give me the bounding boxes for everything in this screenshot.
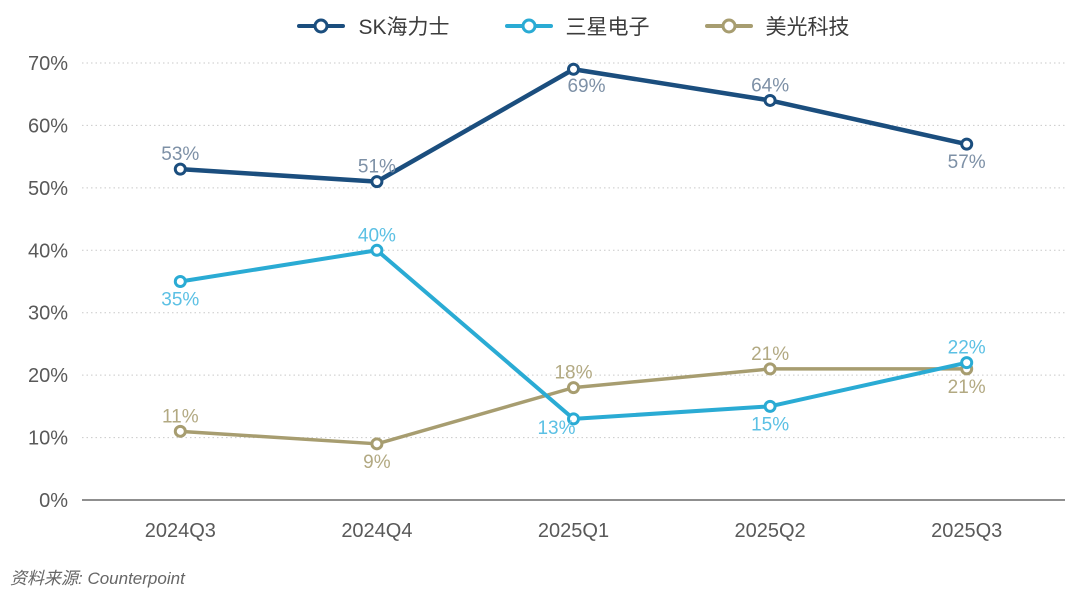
y-axis-tick-label: 40% <box>28 240 68 262</box>
y-axis-tick-label: 60% <box>28 115 68 137</box>
x-axis-tick-label: 2024Q4 <box>341 520 412 542</box>
data-point-marker <box>173 162 187 176</box>
data-point-label: 9% <box>363 452 391 473</box>
y-axis-tick-label: 30% <box>28 303 68 325</box>
data-point-marker <box>960 137 974 151</box>
legend-line-marker-icon <box>704 17 753 35</box>
data-point-label: 21% <box>948 377 986 398</box>
legend-line-marker-icon <box>504 17 553 35</box>
y-axis-tick-label: 20% <box>28 365 68 387</box>
data-point-label: 11% <box>162 406 199 427</box>
data-point-marker <box>763 399 777 413</box>
data-point-marker <box>763 362 777 376</box>
x-axis-tick-label: 2025Q1 <box>538 520 609 542</box>
legend-label: 三星电子 <box>565 16 650 39</box>
x-axis-tick-label: 2024Q3 <box>145 520 216 542</box>
source-note: 资料来源: Counterpoint <box>10 569 185 588</box>
data-point-label: 57% <box>948 152 986 173</box>
legend-label: SK海力士 <box>358 16 450 39</box>
legend-line-marker-icon <box>297 17 346 35</box>
legend-item: 美光科技 <box>704 11 850 41</box>
data-point-marker <box>370 175 384 189</box>
data-point-marker <box>567 62 580 76</box>
data-point-label: 51% <box>358 157 396 178</box>
x-axis-tick-label: 2025Q3 <box>931 520 1002 542</box>
y-axis-tick-label: 10% <box>28 428 68 450</box>
data-point-marker <box>567 412 580 426</box>
chart-legend: SK海力士 三星电子 美光科技 <box>82 8 1065 44</box>
data-point-marker <box>173 275 187 288</box>
data-point-label: 40% <box>358 225 396 246</box>
y-axis-tick-label: 70% <box>28 53 68 75</box>
data-point-label: 15% <box>751 414 789 435</box>
data-point-label: 13% <box>537 418 575 439</box>
x-axis-tick-label: 2025Q2 <box>735 520 806 542</box>
data-point-label: 35% <box>161 290 199 311</box>
data-point-marker <box>960 356 974 370</box>
legend-item: 三星电子 <box>504 11 650 41</box>
y-axis-tick-label: 0% <box>39 490 68 512</box>
data-point-label: 21% <box>751 344 789 365</box>
data-point-marker <box>763 93 777 107</box>
data-point-marker <box>370 437 384 451</box>
data-point-label: 53% <box>161 144 199 165</box>
data-point-marker <box>567 381 580 395</box>
data-point-label: 69% <box>567 76 605 97</box>
data-point-label: 22% <box>948 338 986 359</box>
data-point-marker <box>173 424 187 438</box>
data-point-marker <box>370 243 384 257</box>
data-point-label: 64% <box>751 75 789 96</box>
legend-label: 美光科技 <box>765 16 850 39</box>
y-axis-tick-label: 50% <box>28 178 68 200</box>
legend-item: SK海力士 <box>297 11 450 41</box>
data-point-label: 18% <box>554 363 592 384</box>
